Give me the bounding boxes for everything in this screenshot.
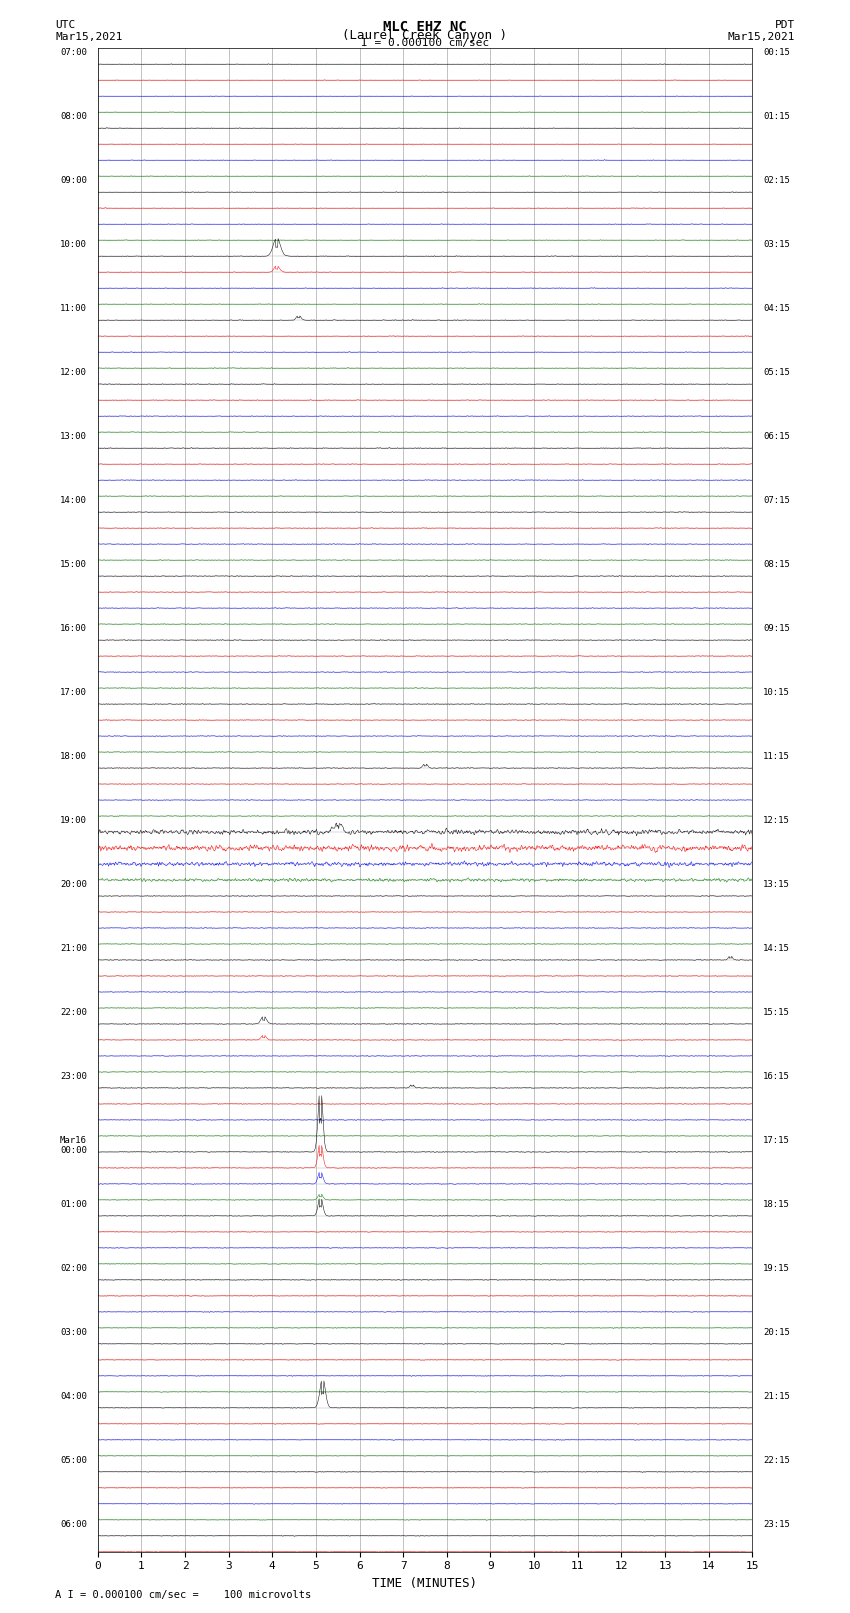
Text: 18:00: 18:00 <box>60 752 87 761</box>
Text: 08:00: 08:00 <box>60 113 87 121</box>
Text: 07:00: 07:00 <box>60 48 87 58</box>
Text: 12:15: 12:15 <box>763 816 790 824</box>
Text: 09:00: 09:00 <box>60 176 87 185</box>
Text: 03:00: 03:00 <box>60 1327 87 1337</box>
Text: 19:00: 19:00 <box>60 816 87 824</box>
Text: 10:15: 10:15 <box>763 689 790 697</box>
Text: MLC EHZ NC: MLC EHZ NC <box>383 19 467 34</box>
X-axis label: TIME (MINUTES): TIME (MINUTES) <box>372 1578 478 1590</box>
Text: UTC
Mar15,2021: UTC Mar15,2021 <box>55 19 122 42</box>
Text: 05:15: 05:15 <box>763 368 790 377</box>
Text: 00:15: 00:15 <box>763 48 790 58</box>
Text: 20:15: 20:15 <box>763 1327 790 1337</box>
Text: 20:00: 20:00 <box>60 881 87 889</box>
Text: 15:15: 15:15 <box>763 1008 790 1016</box>
Text: Mar16
00:00: Mar16 00:00 <box>60 1136 87 1155</box>
Text: 23:00: 23:00 <box>60 1073 87 1081</box>
Text: 09:15: 09:15 <box>763 624 790 634</box>
Text: 18:15: 18:15 <box>763 1200 790 1208</box>
Text: 02:00: 02:00 <box>60 1265 87 1273</box>
Text: 13:15: 13:15 <box>763 881 790 889</box>
Text: 01:00: 01:00 <box>60 1200 87 1208</box>
Text: 11:00: 11:00 <box>60 305 87 313</box>
Text: A I = 0.000100 cm/sec =    100 microvolts: A I = 0.000100 cm/sec = 100 microvolts <box>55 1590 311 1600</box>
Text: 12:00: 12:00 <box>60 368 87 377</box>
Text: 16:00: 16:00 <box>60 624 87 634</box>
Text: 14:15: 14:15 <box>763 944 790 953</box>
Text: 17:15: 17:15 <box>763 1136 790 1145</box>
Text: 10:00: 10:00 <box>60 240 87 250</box>
Text: I = 0.000100 cm/sec: I = 0.000100 cm/sec <box>361 37 489 48</box>
Text: 21:00: 21:00 <box>60 944 87 953</box>
Text: 16:15: 16:15 <box>763 1073 790 1081</box>
Text: 01:15: 01:15 <box>763 113 790 121</box>
Text: 14:00: 14:00 <box>60 497 87 505</box>
Text: 04:00: 04:00 <box>60 1392 87 1400</box>
Text: 23:15: 23:15 <box>763 1519 790 1529</box>
Text: PDT
Mar15,2021: PDT Mar15,2021 <box>728 19 795 42</box>
Text: 06:00: 06:00 <box>60 1519 87 1529</box>
Text: 15:00: 15:00 <box>60 560 87 569</box>
Text: 02:15: 02:15 <box>763 176 790 185</box>
Text: (Laurel Creek Canyon ): (Laurel Creek Canyon ) <box>343 29 507 42</box>
Text: 07:15: 07:15 <box>763 497 790 505</box>
Text: 03:15: 03:15 <box>763 240 790 250</box>
Text: 13:00: 13:00 <box>60 432 87 442</box>
Text: 08:15: 08:15 <box>763 560 790 569</box>
Text: 19:15: 19:15 <box>763 1265 790 1273</box>
Text: 04:15: 04:15 <box>763 305 790 313</box>
Text: 17:00: 17:00 <box>60 689 87 697</box>
Text: 22:15: 22:15 <box>763 1457 790 1465</box>
Text: 22:00: 22:00 <box>60 1008 87 1016</box>
Text: 05:00: 05:00 <box>60 1457 87 1465</box>
Text: 21:15: 21:15 <box>763 1392 790 1400</box>
Text: 11:15: 11:15 <box>763 752 790 761</box>
Text: 06:15: 06:15 <box>763 432 790 442</box>
